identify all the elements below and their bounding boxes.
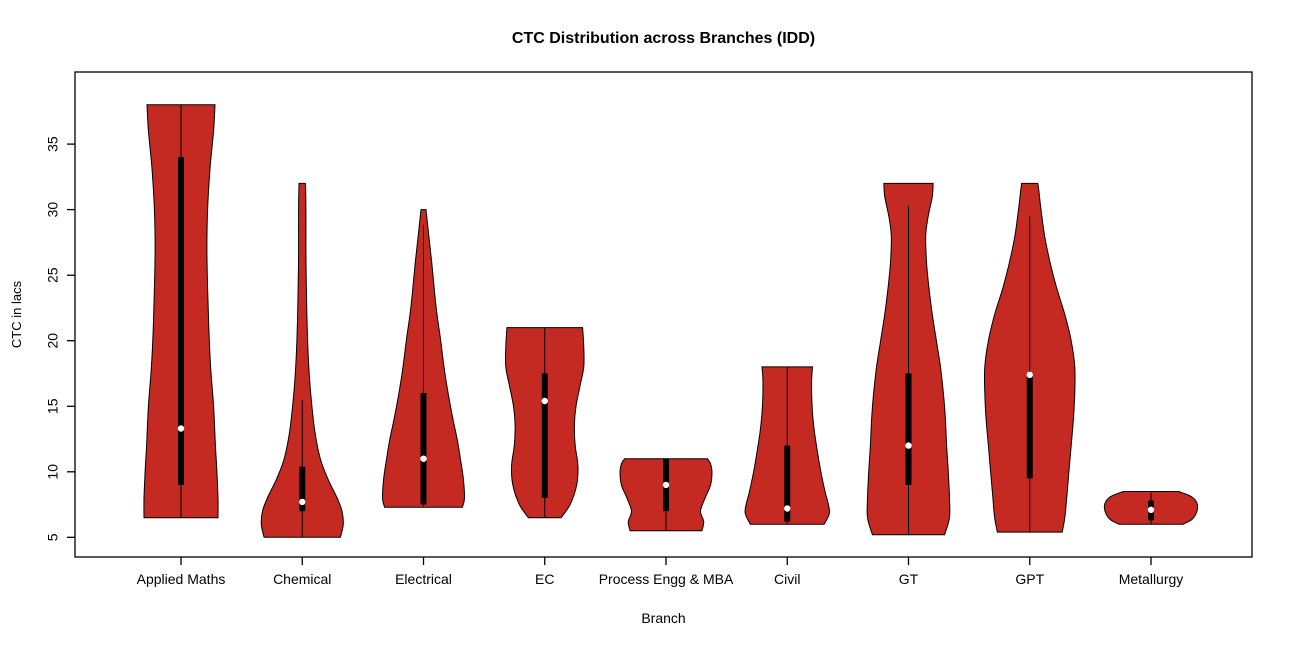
x-axis-tick-process-engg-mba: Process Engg & MBA: [599, 557, 734, 587]
iqr-box-chemical: [299, 466, 306, 512]
median-dot-process-engg-mba: [662, 481, 670, 489]
svg-text:25: 25: [45, 267, 61, 283]
svg-text:20: 20: [45, 333, 61, 349]
median-dot-gpt: [1026, 371, 1033, 378]
svg-text:10: 10: [45, 464, 61, 480]
svg-text:15: 15: [45, 398, 61, 414]
svg-text:35: 35: [45, 136, 61, 152]
y-axis: 5 10 15 20 25 30 35: [45, 136, 75, 541]
x-axis-tick-metallurgy: Metallurgy: [1119, 557, 1184, 587]
violin-metallurgy: [1103, 491, 1199, 525]
chart-title: CTC Distribution across Branches (IDD): [511, 30, 816, 47]
median-dot-ec: [541, 397, 548, 405]
violin-gpt: [983, 182, 1076, 533]
x-axis-tick-chemical: Chemical: [273, 557, 331, 587]
x-axis-tick-gpt: GPT: [1015, 557, 1045, 587]
svg-text:Civil: Civil: [774, 571, 800, 587]
violin-gt: [866, 182, 951, 536]
iqr-box-gt: [905, 373, 912, 485]
svg-text:EC: EC: [535, 571, 554, 587]
median-dot-civil: [784, 505, 791, 512]
iqr-box-gpt: [1026, 373, 1033, 479]
x-axis-tick-electrical: Electrical: [395, 557, 452, 587]
svg-text:Process Engg & MBA: Process Engg & MBA: [599, 571, 734, 587]
svg-text:30: 30: [45, 202, 61, 218]
iqr-box-electrical: [420, 393, 427, 505]
violin-chemical: [260, 182, 344, 538]
x-axis-tick-ec: EC: [535, 557, 554, 587]
violin-process-engg-mba: [619, 458, 713, 532]
violin-applied-maths: [143, 104, 219, 519]
iqr-box-applied-maths: [178, 157, 184, 485]
svg-text:GPT: GPT: [1015, 571, 1044, 587]
violin-electrical: [381, 209, 466, 508]
violin-ec: [504, 327, 585, 519]
svg-text:5: 5: [45, 533, 61, 541]
violin-civil: [744, 366, 831, 525]
x-axis-tick-civil: Civil: [774, 557, 800, 587]
median-dot-electrical: [420, 455, 427, 462]
x-axis-tick-applied-maths: Applied Maths: [137, 557, 226, 587]
median-dot-applied-maths: [177, 425, 185, 432]
median-dot-gt: [905, 442, 912, 449]
svg-text:GT: GT: [899, 571, 919, 587]
svg-text:Metallurgy: Metallurgy: [1119, 571, 1184, 587]
median-dot-metallurgy: [1147, 506, 1155, 513]
axis-titles: Branch CTC in lacs: [9, 280, 686, 626]
median-dot-chemical: [299, 498, 306, 506]
svg-text:CTC in lacs: CTC in lacs: [9, 280, 24, 348]
x-axis-tick-gt: GT: [899, 557, 919, 587]
svg-text:Branch: Branch: [641, 610, 685, 626]
iqr-box-ec: [541, 373, 548, 498]
svg-text:Chemical: Chemical: [273, 571, 331, 587]
plot-frame: [74, 71, 1253, 558]
svg-text:Applied Maths: Applied Maths: [137, 571, 226, 587]
svg-text:Electrical: Electrical: [395, 571, 452, 587]
iqr-box-civil: [784, 445, 791, 522]
